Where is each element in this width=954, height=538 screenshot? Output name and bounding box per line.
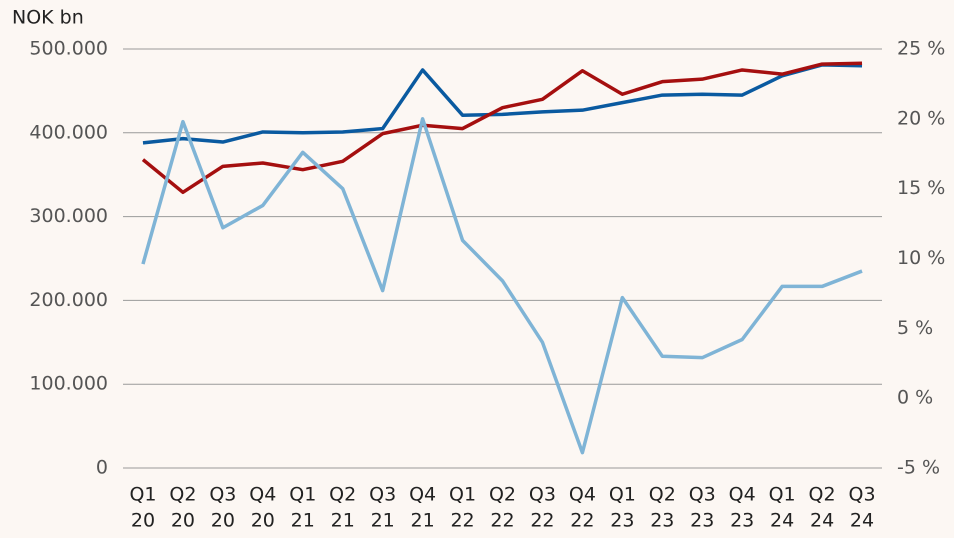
x-tick-label: Q4: [569, 484, 596, 506]
x-tick-label: Q1: [129, 484, 156, 506]
series-line: [141, 117, 863, 455]
y-tick-label: 400.000: [29, 121, 108, 143]
y2-tick-label: 0 %: [897, 387, 933, 409]
y2-tick-label: 20 %: [897, 107, 945, 129]
x-tick-label: Q3: [369, 484, 396, 506]
x-tick-label: Q3: [209, 484, 236, 506]
x-tick-label: Q4: [729, 484, 756, 506]
x-tick-label: 21: [371, 510, 395, 532]
x-tick-label: Q4: [249, 484, 276, 506]
x-tick-label: Q3: [529, 484, 556, 506]
y2-tick-label: 15 %: [897, 177, 945, 199]
y-tick-label: 100.000: [29, 373, 108, 395]
y-tick-label: 500.000: [29, 38, 108, 60]
x-tick-label: 24: [770, 510, 794, 532]
x-tick-label: Q1: [449, 484, 476, 506]
x-tick-label: Q2: [809, 484, 836, 506]
x-tick-label: 22: [450, 510, 474, 532]
x-tick-label: 24: [850, 510, 874, 532]
x-tick-label: Q1: [769, 484, 796, 506]
y-tick-label: 300.000: [29, 205, 108, 227]
x-tick-label: 20: [131, 510, 155, 532]
x-tick-label: 21: [291, 510, 315, 532]
x-tick-label: 23: [610, 510, 634, 532]
x-tick-label: 23: [690, 510, 714, 532]
x-tick-label: Q1: [289, 484, 316, 506]
x-tick-label: Q1: [609, 484, 636, 506]
series-line: [141, 61, 863, 195]
x-tick-label: Q2: [489, 484, 516, 506]
x-tick-label: Q2: [329, 484, 356, 506]
y2-tick-label: 25 %: [897, 38, 945, 60]
y-tick-label: 200.000: [29, 289, 108, 311]
x-tick-label: 24: [810, 510, 834, 532]
x-tick-label: 21: [411, 510, 435, 532]
x-tick-label: 20: [251, 510, 275, 532]
x-tick-label: Q2: [169, 484, 196, 506]
y-axis-label: NOK bn: [12, 7, 84, 29]
y-tick-label: 0: [96, 457, 108, 479]
x-tick-label: 22: [490, 510, 514, 532]
x-tick-label: 20: [171, 510, 195, 532]
x-tick-label: Q2: [649, 484, 676, 506]
y2-tick-label: -5 %: [897, 457, 940, 479]
series-line: [142, 63, 863, 145]
y2-tick-label: 10 %: [897, 247, 945, 269]
x-tick-label: 23: [730, 510, 754, 532]
x-tick-label: 20: [211, 510, 235, 532]
x-tick-label: Q3: [849, 484, 876, 506]
y2-tick-label: 5 %: [897, 317, 933, 339]
x-tick-label: Q4: [409, 484, 436, 506]
x-tick-label: 21: [331, 510, 355, 532]
x-tick-label: 22: [530, 510, 554, 532]
x-tick-label: 23: [650, 510, 674, 532]
x-tick-label: 22: [570, 510, 594, 532]
x-tick-label: Q3: [689, 484, 716, 506]
